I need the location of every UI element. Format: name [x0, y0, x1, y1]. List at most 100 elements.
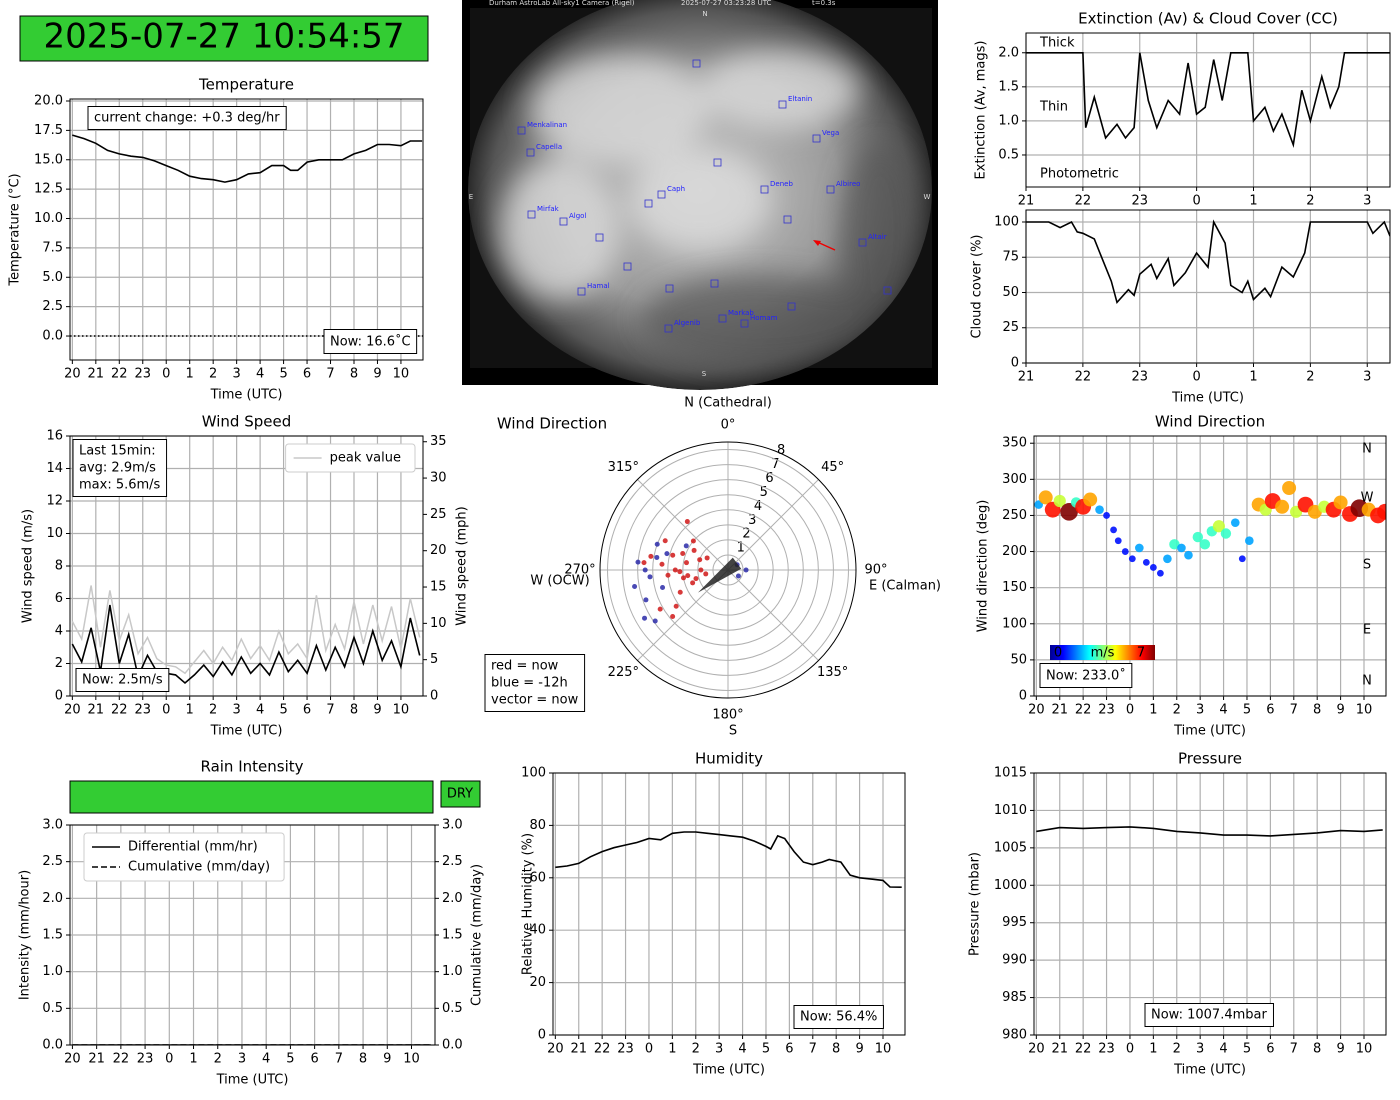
- y-tick-label: 80: [529, 818, 546, 833]
- x-tick-label: 2: [209, 703, 217, 718]
- x-tick-label: 0: [1192, 370, 1200, 385]
- star-label: Algol: [569, 212, 586, 220]
- annotation-box: [1144, 1003, 1274, 1027]
- x-tick-label: 3: [238, 1052, 246, 1067]
- polar-frame: [599, 441, 857, 699]
- star-marker: [692, 59, 701, 68]
- x-tick-label: 5: [279, 367, 287, 382]
- clock-box: [19, 15, 429, 62]
- star-marker: [665, 284, 674, 293]
- x-tick-label: 2: [692, 1042, 700, 1057]
- polar-point: [647, 574, 653, 580]
- x-tick-label: 22: [594, 1042, 611, 1057]
- y-tick-label: 20.0: [34, 93, 63, 108]
- sky-caption: t=0.3s: [812, 0, 836, 7]
- x-tick-label: 20: [547, 1042, 564, 1057]
- colorbar: [1050, 645, 1155, 660]
- theta-tick-label: 315°: [608, 460, 639, 475]
- x-axis-label: Time (UTC): [216, 1073, 289, 1088]
- sky-camera: Durham AstroLab All-sky1 Camera (Rigel) 2…: [462, 0, 938, 390]
- star-marker: [664, 324, 673, 333]
- y-tick-label: 50: [1010, 652, 1027, 667]
- polar-grid-spoke: [727, 479, 819, 571]
- x-tick-label: 1: [189, 1052, 197, 1067]
- y-tick-label: 150: [1002, 580, 1027, 595]
- x-tick-label: 21: [1018, 194, 1035, 209]
- polar-point: [643, 597, 649, 603]
- scatter-point: [1282, 481, 1297, 495]
- star-marker: [718, 314, 727, 323]
- polar-point: [683, 543, 689, 549]
- scatter-point: [1377, 503, 1386, 520]
- x-tick-label: 8: [1313, 703, 1321, 718]
- y-tick-label: 2: [55, 656, 63, 671]
- y-tick-label: 1.5: [42, 928, 63, 943]
- plot-area: [71, 585, 421, 685]
- y2-tick-label: 20: [430, 543, 447, 558]
- x-tick-label: 8: [350, 367, 358, 382]
- x-tick-label: 22: [1075, 370, 1092, 385]
- x-tick-label: 23: [134, 703, 151, 718]
- chart-title: Rain Intensity: [200, 758, 303, 776]
- star-marker: [527, 210, 536, 219]
- x-tick-label: 3: [1196, 1042, 1204, 1057]
- annotation-box: [87, 106, 287, 130]
- axes-frame: [69, 824, 436, 1046]
- polar-grid-spoke: [637, 479, 729, 571]
- plot-area: [1034, 481, 1386, 577]
- polar-point: [670, 552, 676, 558]
- annotation: Last 15min:: [79, 444, 156, 459]
- x-tick-label: 22: [111, 703, 128, 718]
- x-tick-label: 7: [335, 1052, 343, 1067]
- x-tick-label: 7: [809, 1042, 817, 1057]
- scatter-point: [1184, 550, 1193, 560]
- annotation: Now: 1007.4mbar: [1151, 1008, 1267, 1023]
- polar-point: [665, 572, 671, 578]
- line-series: [71, 604, 421, 685]
- star-label: Menkalinan: [527, 121, 567, 129]
- x-tick-label: 8: [1313, 1042, 1321, 1057]
- annotation-box: [75, 668, 170, 692]
- x-tick-label: 3: [233, 367, 241, 382]
- line-series: [1026, 52, 1390, 148]
- scatter-point: [1275, 499, 1290, 514]
- y-tick-label: 1010: [994, 803, 1027, 818]
- polar-point: [641, 560, 647, 566]
- x-tick-label: 8: [359, 1052, 367, 1067]
- y-tick-label: 990: [1002, 953, 1027, 968]
- polar-point: [632, 583, 638, 589]
- star-marker: [623, 262, 632, 271]
- sky-compass: N: [702, 10, 707, 18]
- y-axis-label: Pressure (mbar): [968, 852, 983, 956]
- axes-frame: [69, 435, 424, 697]
- x-tick-label: 21: [1018, 370, 1035, 385]
- y2-tick-label: 0.0: [442, 1038, 463, 1053]
- x-tick-label: 22: [1075, 703, 1092, 718]
- star-label: Caph: [667, 185, 685, 193]
- annotation: E: [1363, 623, 1371, 638]
- legend-box: [285, 443, 416, 473]
- star-label: Deneb: [770, 180, 793, 188]
- y-tick-label: 25: [1002, 320, 1019, 335]
- x-tick-label: 1: [1149, 703, 1157, 718]
- x-tick-label: 2: [1306, 194, 1314, 209]
- r-tick-label: 2: [742, 527, 750, 542]
- star-label: Vega: [822, 129, 839, 137]
- wind-vector: [697, 557, 742, 593]
- y-axis-label: Cloud cover (%): [970, 234, 985, 338]
- line-series: [71, 585, 421, 675]
- legend: peak value: [285, 443, 416, 473]
- scatter-point: [1103, 512, 1110, 519]
- x-tick-label: 6: [1266, 1042, 1274, 1057]
- scatter-point: [1135, 543, 1144, 553]
- scatter-point: [1199, 539, 1211, 550]
- x-tick-label: 23: [137, 1052, 154, 1067]
- star-marker: [740, 319, 749, 328]
- annotation: red = now: [491, 659, 559, 674]
- annotation: N: [1362, 442, 1372, 457]
- x-tick-label: 20: [1028, 703, 1045, 718]
- y-tick-label: 10.0: [34, 211, 63, 226]
- star-marker: [644, 199, 653, 208]
